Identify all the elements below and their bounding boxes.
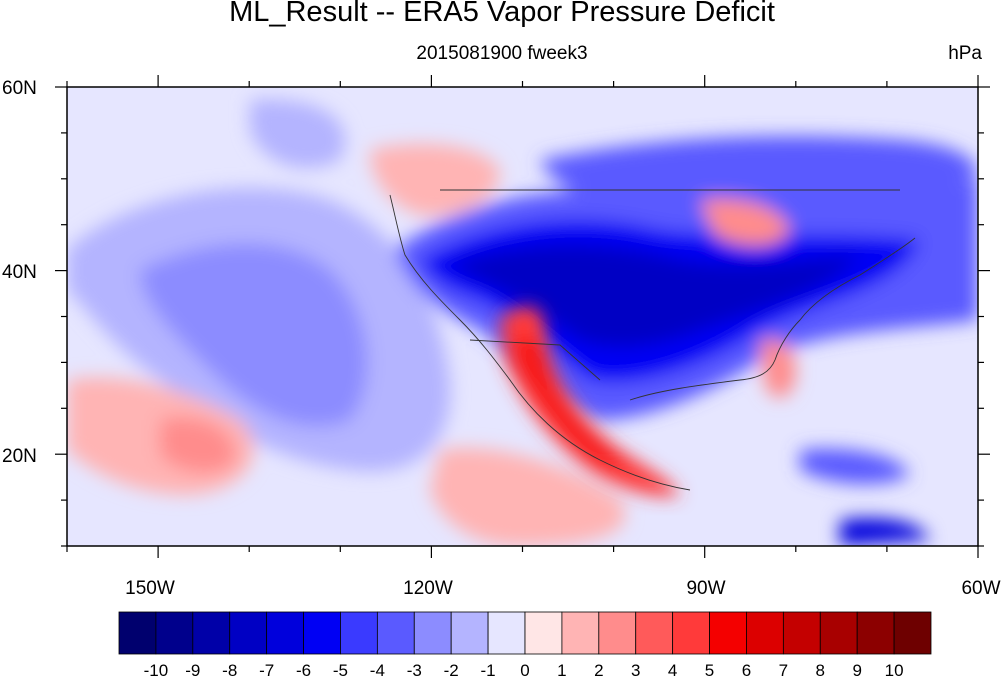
colorbar-label: -4 — [370, 661, 385, 679]
colorbar-swatch — [487, 611, 526, 655]
colorbar-label: -6 — [296, 661, 311, 679]
colorbar-swatch — [413, 611, 452, 655]
colorbar-label: 5 — [705, 661, 714, 679]
lat-label-60n: 60N — [2, 78, 37, 99]
florida-positive — [760, 339, 796, 398]
colorbar-swatch — [155, 611, 194, 655]
plot-frame — [55, 75, 990, 558]
colorbar-swatch — [635, 611, 674, 655]
colorbar-label: -2 — [444, 661, 459, 679]
colorbar-swatch — [893, 611, 932, 655]
colorbar-swatch — [266, 611, 304, 655]
colorbar-label: -8 — [222, 661, 237, 679]
colorbar-swatch — [524, 611, 563, 655]
colorbar-label: 0 — [520, 661, 529, 679]
lat-label-40n: 40N — [2, 262, 37, 283]
colorbar-swatch — [450, 611, 489, 655]
colorbar-label: -9 — [185, 661, 200, 679]
chart-subtitle: 2015081900 fweek3 — [416, 43, 588, 64]
south-caribbean-negative — [840, 518, 930, 546]
colorbar-swatch — [782, 611, 821, 655]
colorbar-label: 8 — [816, 661, 825, 679]
colorbar-swatch — [672, 611, 710, 655]
colorbar-label: 7 — [779, 661, 788, 679]
colorbar-swatch — [303, 611, 341, 655]
contour-field — [67, 87, 978, 546]
colorbar: -10 -9 -8 -7 -6 -5 -4 -3 -2 -1 0 1 2 3 4 5 6 7 8 9 10 — [118, 611, 932, 679]
caribbean-negative — [800, 448, 910, 485]
colorbar-swatch — [561, 611, 600, 655]
colorbar-label: 9 — [852, 661, 861, 679]
alaska-negative-region — [250, 99, 346, 169]
lon-label-150w: 150W — [125, 578, 175, 599]
pacific-coastline — [389, 194, 691, 491]
lat-label-20n: 20N — [2, 446, 37, 467]
mexico-positive-ridge — [500, 306, 680, 497]
colorbar-label: 2 — [594, 661, 603, 679]
canada-negative-region — [540, 136, 978, 205]
us-negative-core — [450, 245, 860, 347]
colorbar-label: -10 — [144, 661, 169, 679]
colorbar-label: -5 — [333, 661, 348, 679]
mexico-positive-core — [515, 336, 630, 466]
colorbar-label: 10 — [885, 661, 904, 679]
colorbar-label: 1 — [557, 661, 566, 679]
colorbar-swatch — [376, 611, 415, 655]
colorbar-swatch — [598, 611, 637, 655]
colorbar-label: 3 — [631, 661, 640, 679]
us-mexico-border — [469, 339, 601, 381]
tropical-pacific-positive — [430, 448, 626, 546]
colorbar-swatch — [856, 611, 895, 655]
great-lakes-positive — [700, 198, 790, 246]
colorbar-label: -3 — [407, 661, 422, 679]
units-label: hPa — [948, 43, 982, 64]
colorbar-label: 6 — [742, 661, 751, 679]
canada-west-positive — [370, 144, 500, 216]
coastlines — [389, 189, 916, 491]
gulf-atlantic-coastline — [629, 237, 916, 401]
colorbar-swatch — [746, 611, 784, 655]
colorbar-label: -1 — [481, 661, 496, 679]
colorbar-swatch — [340, 611, 378, 655]
pacific-core-region — [140, 243, 368, 427]
colorbar-swatch — [819, 611, 858, 655]
colorbar-label: -7 — [259, 661, 274, 679]
colorbar-swatch — [229, 611, 268, 655]
central-pacific-positive-core — [160, 417, 236, 473]
colorbar-swatch — [192, 611, 231, 655]
colorbar-label: 4 — [668, 661, 677, 679]
lon-label-60w: 60W — [961, 578, 1000, 599]
colorbar-swatch — [709, 611, 747, 655]
lon-label-90w: 90W — [686, 578, 725, 599]
colorbar-swatch — [118, 611, 157, 655]
lon-label-120w: 120W — [403, 578, 453, 599]
chart-title: ML_Result -- ERA5 Vapor Pressure Deficit — [229, 0, 775, 28]
